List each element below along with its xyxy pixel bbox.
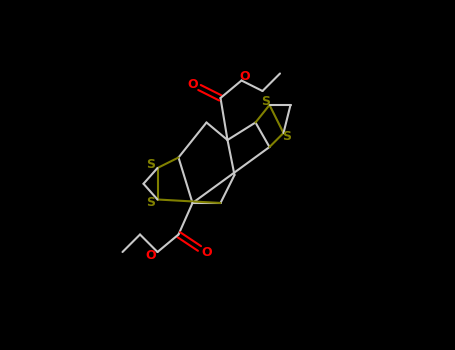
Text: O: O xyxy=(187,77,198,91)
Text: O: O xyxy=(201,245,212,259)
Text: S: S xyxy=(283,130,292,143)
Text: O: O xyxy=(145,249,156,262)
Text: S: S xyxy=(146,158,155,171)
Text: S: S xyxy=(262,95,271,108)
Text: S: S xyxy=(146,196,155,210)
Text: O: O xyxy=(240,70,250,84)
